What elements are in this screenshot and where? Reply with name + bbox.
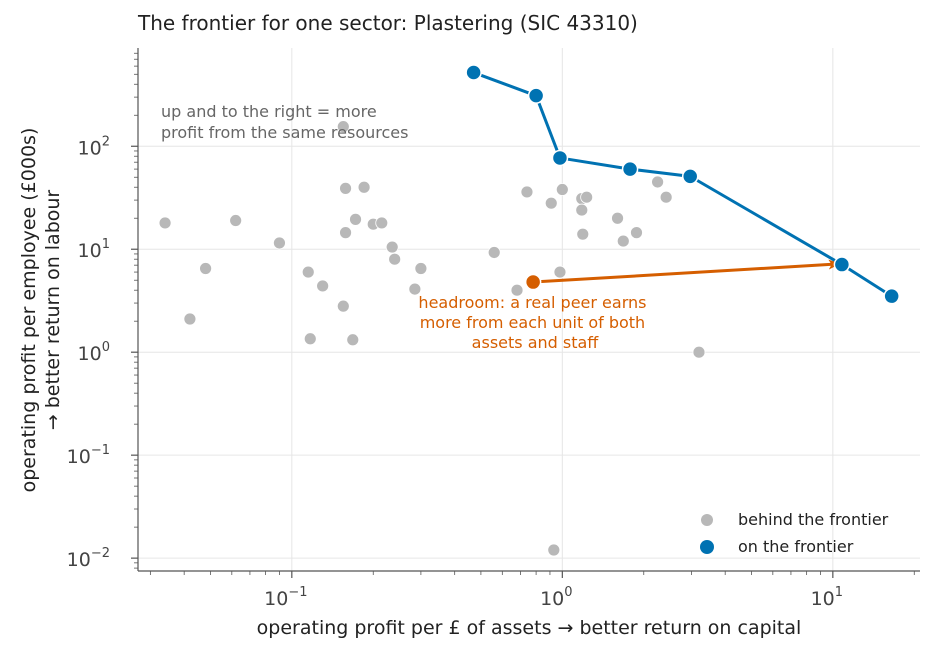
headroom-annotation: headroom: a real peer earns more from ea… <box>418 293 651 352</box>
behind-frontier-point <box>616 234 630 248</box>
legend-label-behind: behind the frontier <box>738 510 889 529</box>
behind-frontier-point <box>336 120 350 134</box>
behind-frontier-point <box>692 345 706 359</box>
legend-marker-frontier <box>700 540 714 554</box>
behind-frontier-point <box>520 185 534 199</box>
y-tick-exponent: −2 <box>91 546 110 561</box>
behind-frontier-point <box>575 203 589 217</box>
data-points <box>158 64 900 557</box>
x-tick-label: 10−1 <box>264 585 307 610</box>
x-tick-exponent: 0 <box>564 585 572 600</box>
behind-frontier-point <box>229 214 243 227</box>
behind-frontier-point <box>199 262 212 275</box>
y-axis-label-line1: operating profit per employee (£000s) <box>18 128 40 493</box>
frontier-point <box>527 87 545 104</box>
behind-frontier-point <box>659 190 673 204</box>
behind-frontier-point <box>303 332 317 346</box>
behind-frontier-point <box>510 283 524 297</box>
headroom-line-1: headroom: a real peer earns <box>418 293 646 312</box>
behind-frontier-point <box>547 543 561 557</box>
behind-frontier-point <box>611 211 624 225</box>
behind-frontier-point <box>487 246 501 259</box>
grid <box>138 48 920 571</box>
x-tick-exponent: 1 <box>835 585 843 600</box>
behind-frontier-point <box>553 265 567 279</box>
frontier-point <box>681 168 699 185</box>
behind-frontier-point <box>544 196 558 210</box>
x-tick-label: 101 <box>811 585 843 610</box>
y-tick-label: 100 <box>78 340 110 365</box>
headroom-arrow <box>533 259 841 284</box>
behind-frontier-point <box>651 175 664 189</box>
behind-frontier-point <box>336 299 350 313</box>
behind-frontier-point <box>346 333 360 347</box>
note-annotation: up and to the right = more profit from t… <box>161 102 408 142</box>
legend-marker-behind <box>701 514 713 526</box>
y-axis-label-line2: → better return on labour <box>42 190 64 431</box>
frontier-line <box>473 71 893 298</box>
frontier-point <box>833 256 851 273</box>
legend-label-frontier: on the frontier <box>738 537 854 556</box>
frontier-point <box>883 287 900 305</box>
behind-frontier-point <box>576 227 590 241</box>
behind-frontier-point <box>316 279 330 293</box>
behind-frontier-point <box>414 262 428 275</box>
note-line-2: profit from the same resources <box>161 123 408 142</box>
x-axis-label: operating profit per £ of assets → bette… <box>257 617 802 639</box>
behind-frontier-point <box>408 282 422 296</box>
behind-frontier-point <box>630 226 643 240</box>
behind-frontier-point <box>301 265 315 279</box>
y-tick-label: 10−2 <box>67 546 110 571</box>
frontier-point <box>621 160 639 178</box>
headroom-line-3: assets and staff <box>472 333 600 352</box>
axes <box>137 48 920 572</box>
behind-frontier-point <box>158 216 172 230</box>
highlighted-firm-point <box>524 273 542 291</box>
behind-frontier-point <box>339 181 352 195</box>
y-tick-exponent: 0 <box>102 340 110 355</box>
behind-frontier-point <box>388 252 402 266</box>
behind-frontier-point <box>349 212 362 226</box>
behind-frontier-point <box>339 226 352 240</box>
behind-frontier-point <box>273 236 286 250</box>
y-tick-label: 101 <box>78 237 110 262</box>
frontier-point <box>551 149 569 167</box>
frontier-point <box>465 64 482 81</box>
y-tick-exponent: −1 <box>91 443 110 458</box>
y-tick-exponent: 2 <box>102 134 110 149</box>
behind-frontier-point <box>357 180 371 194</box>
legend: behind the frontier on the frontier <box>700 510 889 556</box>
behind-frontier-point <box>183 312 197 326</box>
behind-frontier-point <box>580 190 594 204</box>
behind-frontier-point <box>555 183 569 196</box>
behind-frontier-point <box>375 216 389 230</box>
behind-frontier-point <box>385 240 399 254</box>
y-tick-label: 10−1 <box>67 443 110 468</box>
y-tick-label: 102 <box>78 134 110 159</box>
y-tick-exponent: 1 <box>102 237 110 252</box>
headroom-line-2: more from each unit of both <box>420 313 645 332</box>
x-tick-label: 100 <box>540 585 572 610</box>
x-tick-exponent: −1 <box>288 585 307 600</box>
chart-title: The frontier for one sector: Plastering … <box>137 11 638 35</box>
note-line-1: up and to the right = more <box>161 102 377 121</box>
